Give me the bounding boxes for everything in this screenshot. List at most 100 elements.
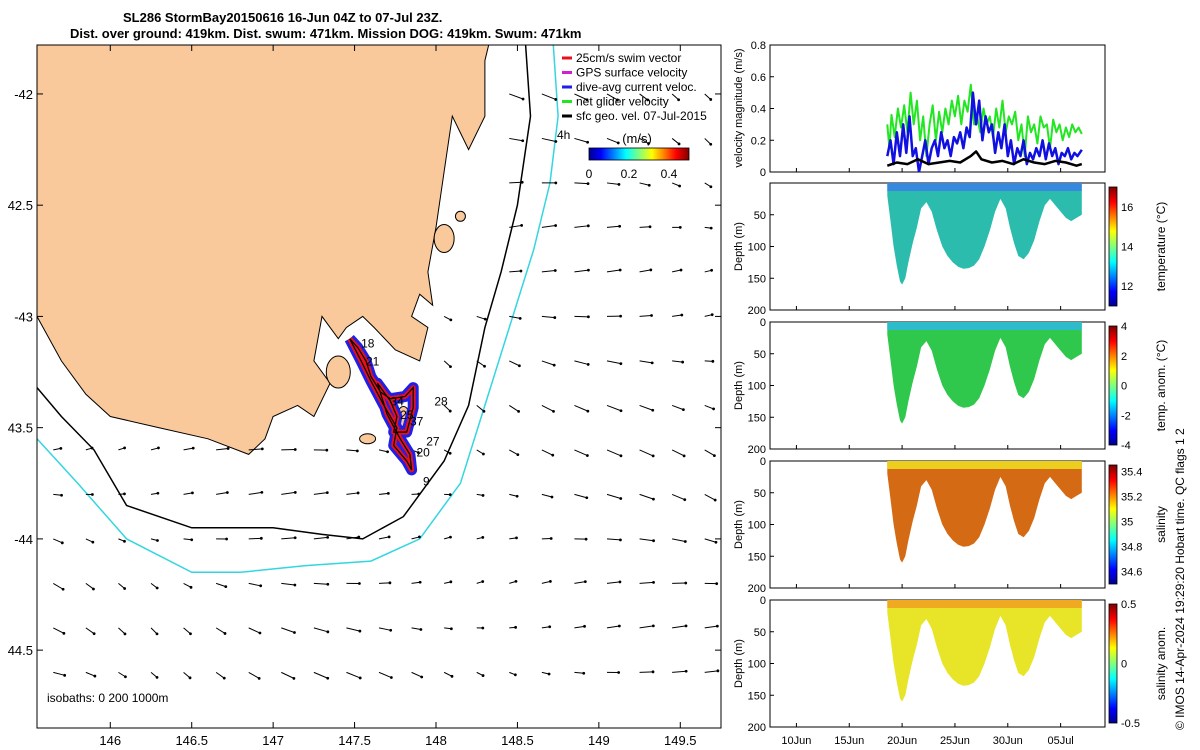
velocity-arrow xyxy=(183,582,192,588)
velocity-arrowhead xyxy=(709,98,713,101)
section-ytick-label: 200 xyxy=(748,722,766,734)
velocity-arrow xyxy=(248,537,262,540)
velocity-arrow xyxy=(215,627,226,634)
velocity-arrowhead xyxy=(155,632,159,636)
legend-label: dive-avg current veloc. xyxy=(576,80,697,94)
velocity-arrow xyxy=(313,582,328,585)
velocity-arrowhead xyxy=(155,586,159,590)
imos-credit: © IMOS 14-Apr-2024 19:29:20 Hobart time.… xyxy=(1173,428,1187,730)
velocity-ytick-label: 0.8 xyxy=(751,40,766,52)
velocity-arrowhead xyxy=(386,492,390,495)
velocity-arrow xyxy=(704,449,715,457)
velocity-arrow xyxy=(541,93,556,100)
track-day-label: 20 xyxy=(416,446,430,460)
velocity-arrowhead xyxy=(617,183,621,186)
velocity-arrowhead xyxy=(709,185,713,189)
velocity-arrow xyxy=(411,581,421,584)
section-panel-salinity: 0 50 100 150 200 Depth (m) 35.4 35.2 35 34.8 34.6 s… xyxy=(733,456,1168,595)
velocity-arrow xyxy=(509,181,523,184)
velocity-arrowhead xyxy=(156,539,159,542)
section-ytick-label: 150 xyxy=(748,273,766,285)
velocity-arrow xyxy=(281,582,295,586)
map-colorbar-tick: 0 xyxy=(586,167,593,181)
velocity-arrowhead xyxy=(293,583,297,587)
velocity-arrowhead xyxy=(515,536,518,540)
map-xtick-label: 146 xyxy=(99,733,121,748)
velocity-arrow xyxy=(606,538,621,541)
velocity-arrow xyxy=(85,627,95,635)
section-colorbar-tick: 12 xyxy=(1121,281,1133,293)
velocity-arrowhead xyxy=(519,269,523,273)
velocity-arrow xyxy=(704,404,714,410)
velocity-arrowhead xyxy=(551,453,555,457)
velocity-arrowhead xyxy=(191,491,194,495)
section-variable-label: temperature (°C) xyxy=(1154,202,1168,292)
velocity-arrow xyxy=(672,314,682,317)
velocity-arrowhead xyxy=(92,587,95,591)
velocity-arrow xyxy=(639,581,654,584)
velocity-arrowhead xyxy=(449,535,452,539)
section-ytick-label: 50 xyxy=(754,210,766,222)
map-ytick-label: -42 xyxy=(14,87,33,102)
velocity-arrowhead xyxy=(714,540,718,544)
velocity-arrowhead xyxy=(649,268,653,272)
velocity-arrowhead xyxy=(684,581,688,585)
velocity-arrowhead xyxy=(61,587,65,591)
velocity-arrowhead xyxy=(679,268,683,272)
velocity-arrowhead xyxy=(189,632,192,636)
velocity-arrowhead xyxy=(582,671,586,675)
velocity-arrowhead xyxy=(617,671,621,674)
map-ytick-label: 44.5 xyxy=(8,643,33,658)
velocity-arrowhead xyxy=(616,98,619,102)
velocity-arrowhead xyxy=(419,628,423,631)
velocity-arrow xyxy=(443,360,451,367)
velocity-arrowhead xyxy=(547,672,551,676)
velocity-series-line xyxy=(886,83,1083,158)
velocity-arrowhead xyxy=(515,494,519,498)
velocity-arrowhead xyxy=(518,316,522,320)
velocity-arrowhead xyxy=(326,582,330,586)
velocity-arrowhead xyxy=(616,141,620,145)
velocity-arrow xyxy=(509,224,522,228)
velocity-arrow xyxy=(672,625,687,629)
velocity-arrowhead xyxy=(619,409,623,413)
velocity-arrow xyxy=(704,538,717,543)
section-colorbar-tick: 35.2 xyxy=(1121,491,1142,503)
velocity-arrowhead xyxy=(225,491,229,494)
section-surface-layer xyxy=(887,461,1082,469)
velocity-plot-area xyxy=(886,83,1083,172)
map-ytick-label: 43.5 xyxy=(8,421,33,436)
section-colorbar-tick: 16 xyxy=(1121,202,1133,214)
velocity-arrow xyxy=(476,360,485,367)
velocity-arrowhead xyxy=(358,676,362,680)
velocity-arrow xyxy=(639,360,653,364)
section-colorbar-tick: 0 xyxy=(1121,381,1127,393)
velocity-arrow xyxy=(704,625,718,629)
track-day-label: 9 xyxy=(423,475,430,489)
velocity-arrowhead xyxy=(260,491,264,494)
velocity-arrow xyxy=(313,536,328,540)
velocity-arrow xyxy=(639,138,649,144)
section-ytick-label: 200 xyxy=(748,583,766,595)
section-colorbar xyxy=(1108,186,1118,307)
velocity-arrowhead xyxy=(677,142,681,146)
time-xtick-label: 05Jul xyxy=(1047,735,1073,747)
velocity-arrowhead xyxy=(93,674,97,678)
velocity-arrowhead xyxy=(521,139,525,143)
track-day-label: 37 xyxy=(410,414,424,428)
time-xtick-label: 20Jun xyxy=(887,735,917,747)
velocity-arrowhead xyxy=(222,676,226,680)
section-surface-layer xyxy=(887,600,1082,608)
velocity-arrow xyxy=(574,404,589,412)
velocity-arrowhead xyxy=(389,628,393,632)
velocity-arrowhead xyxy=(157,446,160,450)
velocity-arrow xyxy=(53,627,65,634)
velocity-series-line xyxy=(886,91,1083,172)
velocity-arrow xyxy=(606,404,622,412)
velocity-arrow xyxy=(378,449,388,453)
section-ylabel: Depth (m) xyxy=(733,361,745,410)
velocity-arrow xyxy=(672,269,682,273)
velocity-arrowhead xyxy=(293,491,297,494)
velocity-arrow xyxy=(672,538,686,542)
